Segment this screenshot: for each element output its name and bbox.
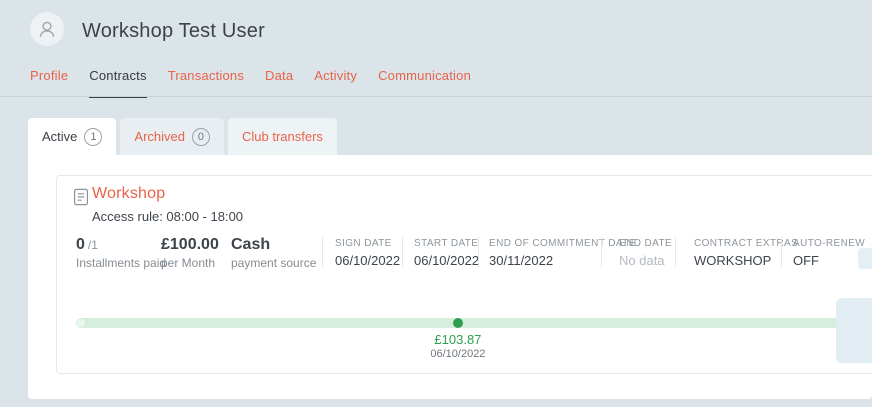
stat-price-value: £100.00: [161, 236, 219, 253]
field-start-date: START DATE 06/10/2022: [414, 238, 479, 268]
stat-payment-source-value: Cash: [231, 236, 271, 253]
nav-item-activity[interactable]: Activity: [314, 68, 358, 83]
field-auto-renew-label: AUTO-RENEW: [793, 238, 866, 249]
field-end-of-commitment-label: END OF COMMITMENT DATE: [489, 238, 636, 249]
stat-price-label: per Month: [161, 256, 216, 270]
field-sign-date-label: SIGN DATE: [335, 238, 392, 249]
column-divider: [478, 237, 479, 267]
field-contract-extras: CONTRACT EXTRAS WORKSHOP: [694, 238, 798, 268]
header-separator: [0, 96, 872, 97]
progress-marker-date: 06/10/2022: [430, 348, 486, 360]
column-divider: [322, 237, 323, 267]
contract-card: Workshop Access rule: 08:00 - 18:00 0/1 …: [56, 175, 872, 374]
progress-start-marker: [77, 319, 85, 327]
tab-archived[interactable]: Archived 0: [120, 118, 224, 155]
stat-installments-total: /1: [87, 238, 98, 252]
progress-marker-amount: £103.87: [434, 332, 482, 347]
progress-marker-zone: £103.87 06/10/2022: [76, 332, 846, 364]
partial-side-panel[interactable]: [836, 298, 872, 363]
tab-club-transfers[interactable]: Club transfers: [227, 118, 337, 155]
content-panel: Workshop Access rule: 08:00 - 18:00 0/1 …: [28, 155, 872, 399]
page-title: Workshop Test User: [82, 20, 265, 42]
nav-item-profile[interactable]: Profile: [30, 68, 69, 83]
person-icon: [39, 21, 55, 37]
nav-item-contracts[interactable]: Contracts: [89, 68, 147, 98]
field-end-of-commitment-value: 30/11/2022: [489, 253, 554, 268]
field-end-date-label: END DATE: [619, 238, 673, 249]
column-divider: [601, 237, 602, 267]
field-end-date-value: No data: [619, 253, 665, 268]
field-auto-renew: AUTO-RENEW OFF: [793, 238, 865, 268]
contract-subtabs: Active 1 Archived 0 Club transfers: [28, 118, 337, 155]
field-contract-extras-value: WORKSHOP: [694, 253, 772, 268]
column-divider: [781, 237, 782, 267]
field-sign-date: SIGN DATE 06/10/2022: [335, 238, 400, 268]
field-end-of-commitment: END OF COMMITMENT DATE 30/11/2022: [489, 238, 636, 268]
field-auto-renew-value: OFF: [793, 253, 819, 268]
field-start-date-value: 06/10/2022: [414, 253, 480, 268]
partial-action-button[interactable]: [858, 248, 872, 269]
field-sign-date-value: 06/10/2022: [335, 253, 401, 268]
column-divider: [402, 237, 403, 267]
tab-active-label: Active: [42, 129, 78, 144]
top-nav: Profile Contracts Transactions Data Acti…: [30, 68, 872, 98]
progress-track: [76, 318, 846, 328]
field-contract-extras-label: CONTRACT EXTRAS: [694, 238, 799, 249]
progress-marker-dot[interactable]: [452, 318, 463, 328]
tab-club-transfers-label: Club transfers: [241, 129, 323, 144]
contract-name-link[interactable]: Workshop: [92, 185, 166, 202]
stat-price: £100.00 per Month: [161, 236, 219, 270]
nav-item-transactions[interactable]: Transactions: [167, 68, 245, 83]
stat-payment-source-label: payment source: [231, 256, 317, 270]
tab-active[interactable]: Active 1: [28, 118, 117, 155]
stat-installments-value: 0/1: [76, 236, 98, 253]
stat-installments: 0/1 Installments paid: [76, 236, 166, 270]
field-end-date: END DATE No data: [619, 238, 672, 268]
tab-archived-count-badge: 0: [191, 127, 210, 146]
field-start-date-label: START DATE: [414, 238, 479, 249]
document-icon: [73, 188, 89, 211]
nav-item-communication[interactable]: Communication: [378, 68, 471, 83]
progress-marker-labels: £103.87 06/10/2022: [430, 332, 485, 360]
access-rule-text: Access rule: 08:00 - 18:00: [92, 209, 244, 224]
avatar: [30, 12, 64, 46]
column-divider: [675, 237, 676, 267]
stat-payment-source: Cash payment source: [231, 236, 316, 270]
tab-active-count-badge: 1: [84, 127, 103, 146]
stat-installments-label: Installments paid: [76, 256, 167, 270]
tab-archived-label: Archived: [134, 129, 185, 144]
nav-item-data[interactable]: Data: [265, 68, 294, 83]
